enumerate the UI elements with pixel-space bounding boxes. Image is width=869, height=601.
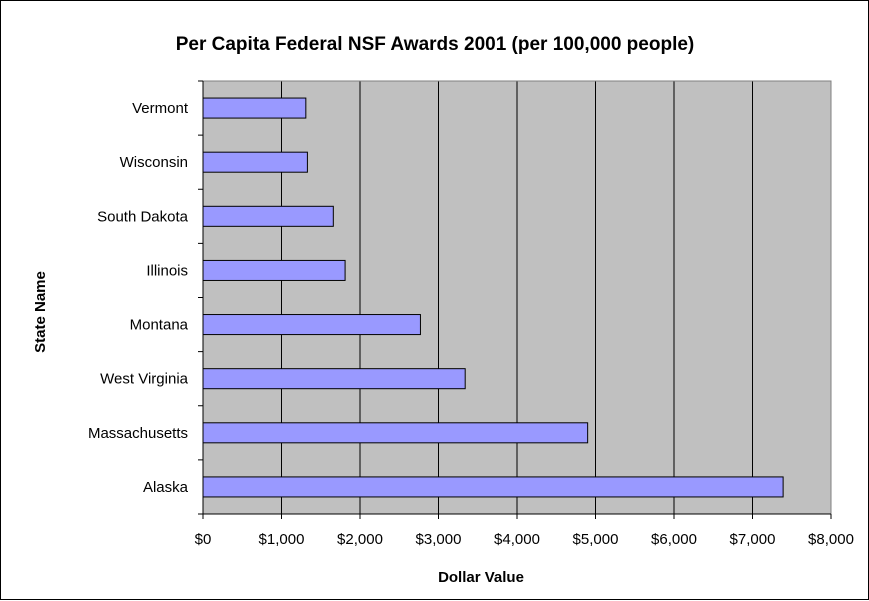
bar <box>202 205 334 227</box>
x-tick-label: $6,000 <box>651 531 697 548</box>
x-tick-label: $2,000 <box>337 531 383 548</box>
bar <box>202 422 589 444</box>
x-tick-label: $3,000 <box>416 531 462 548</box>
x-tick-label: $5,000 <box>573 531 619 548</box>
x-tick-label: $4,000 <box>494 531 540 548</box>
y-tick-label: Illinois <box>146 262 188 279</box>
y-tick-label: West Virginia <box>100 371 188 388</box>
chart-title: Per Capita Federal NSF Awards 2001 (per … <box>176 34 695 55</box>
x-axis-title: Dollar Value <box>438 569 524 586</box>
y-tick-label: South Dakota <box>97 208 189 225</box>
y-tick-label: Montana <box>130 317 189 334</box>
x-tick-label: $1,000 <box>259 531 305 548</box>
bar <box>202 97 307 119</box>
y-tick-label: Vermont <box>132 100 189 117</box>
bar <box>202 259 346 281</box>
x-tick-label: $8,000 <box>808 531 854 548</box>
bar <box>202 476 784 498</box>
bar <box>202 368 466 390</box>
y-axis-title: State Name <box>32 271 49 353</box>
y-tick-label: Massachusetts <box>88 425 188 442</box>
bar <box>202 314 421 336</box>
x-tick-label: $7,000 <box>730 531 776 548</box>
x-tick-label: $0 <box>195 531 212 548</box>
y-tick-label: Alaska <box>143 479 189 496</box>
y-tick-label: Wisconsin <box>120 154 188 171</box>
plot-area: Vermont Wisconsin South Dakota Illinois Mont… <box>88 80 854 548</box>
bar <box>202 151 308 173</box>
